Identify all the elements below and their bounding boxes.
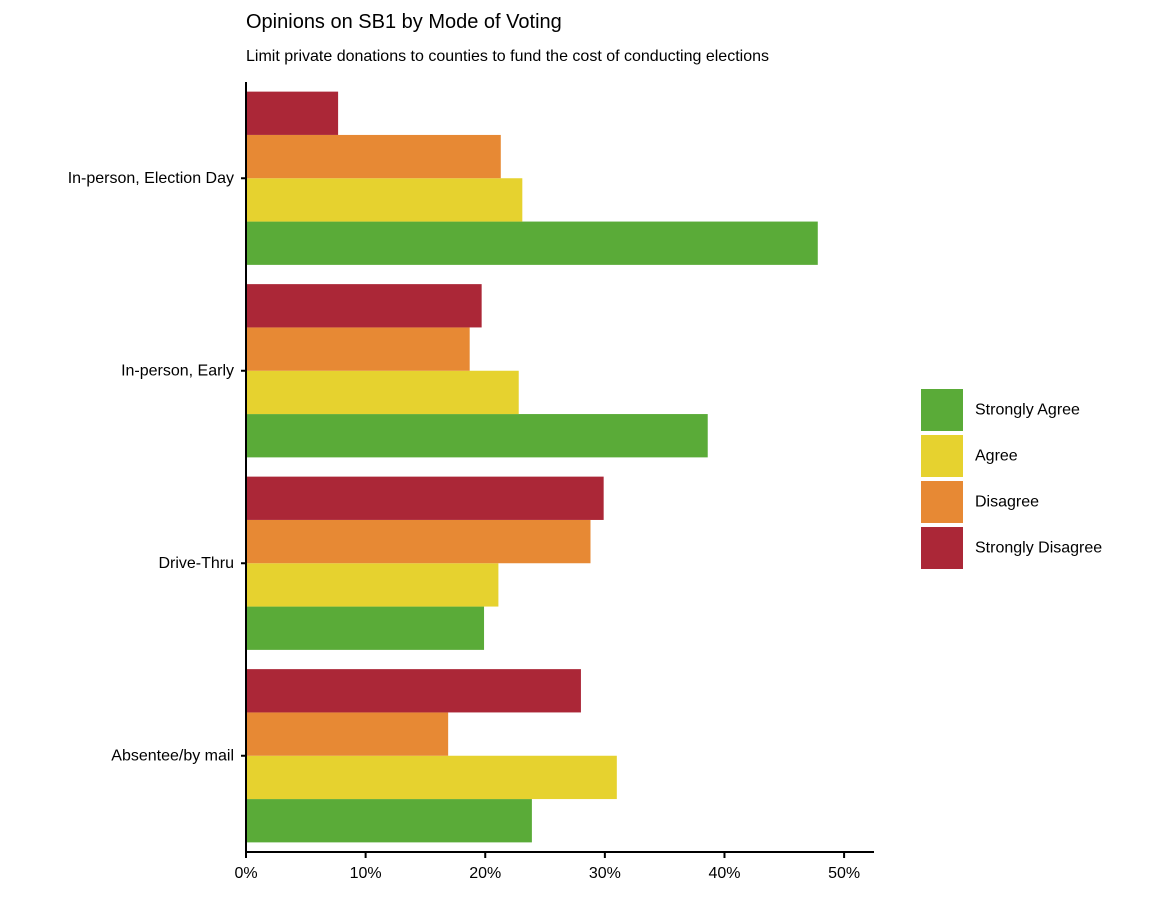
bar-absentee-by-mail-strongly-disagree: Absentee/by mail — Strongly Disagree: 28… bbox=[246, 669, 581, 713]
bar-absentee-by-mail-strongly-agree: Absentee/by mail — Strongly Agree: 23.9% bbox=[246, 799, 532, 843]
bar-drive-thru-strongly-disagree: Drive-Thru — Strongly Disagree: 29.9% bbox=[246, 476, 604, 520]
bar-absentee-by-mail-disagree: Absentee/by mail — Disagree: 16.9% bbox=[246, 712, 449, 756]
x-tick-label: 40% bbox=[708, 865, 740, 882]
y-tick-label: In-person, Early bbox=[121, 362, 234, 379]
legend-key-disagree bbox=[921, 481, 963, 523]
legend-label-strongly-disagree: Strongly Disagree bbox=[975, 540, 1102, 557]
bar-drive-thru-strongly-agree: Drive-Thru — Strongly Agree: 19.9% bbox=[246, 606, 485, 650]
x-tick-label: 50% bbox=[828, 865, 860, 882]
bar-absentee-by-mail-agree: Absentee/by mail — Agree: 31% bbox=[246, 755, 617, 800]
bar-in-person-election-day-strongly-disagree: In-person, Election Day — Strongly Disag… bbox=[246, 91, 339, 135]
legend-key-strongly-disagree bbox=[921, 527, 963, 569]
bar-drive-thru-disagree: Drive-Thru — Disagree: 28.8% bbox=[246, 519, 591, 564]
legend-key-agree bbox=[921, 435, 963, 477]
legend: Strongly Agree Agree Disagree Strongly Disa… bbox=[921, 389, 1102, 569]
legend-label-strongly-agree: Strongly Agree bbox=[975, 402, 1080, 419]
axes-layer: In-person, Election Day In-person, Early D… bbox=[68, 82, 874, 882]
legend-label-agree: Agree bbox=[975, 448, 1018, 465]
legend-key-strongly-agree bbox=[921, 389, 963, 431]
bar-in-person-early-agree: In-person, Early — Agree: 22.8% bbox=[246, 370, 519, 415]
chart-title: Opinions on SB1 by Mode of Voting bbox=[246, 11, 562, 33]
legend-label-disagree: Disagree bbox=[975, 494, 1039, 511]
y-tick-label: Drive-Thru bbox=[158, 555, 234, 572]
x-tick-label: 0% bbox=[234, 865, 257, 882]
chart-subtitle: Limit private donations to counties to f… bbox=[246, 48, 769, 65]
bar-in-person-early-disagree: In-person, Early — Disagree: 18.7% bbox=[246, 327, 470, 371]
bars-layer: In-person, Election Day — Strongly Agree… bbox=[246, 91, 818, 843]
y-tick-label: Absentee/by mail bbox=[111, 747, 234, 764]
bar-in-person-election-day-strongly-agree: In-person, Election Day — Strongly Agree… bbox=[246, 221, 818, 265]
bar-in-person-election-day-disagree: In-person, Election Day — Disagree: 21.3… bbox=[246, 134, 501, 179]
bar-in-person-election-day-agree: In-person, Election Day — Agree: 23.1% bbox=[246, 178, 523, 222]
x-tick-label: 10% bbox=[350, 865, 382, 882]
bar-in-person-early-strongly-disagree: In-person, Early — Strongly Disagree: 19… bbox=[246, 284, 482, 328]
x-tick-label: 30% bbox=[589, 865, 621, 882]
y-tick-label: In-person, Election Day bbox=[68, 170, 234, 187]
bar-in-person-early-strongly-agree: In-person, Early — Strongly Agree: 38.6% bbox=[246, 414, 708, 458]
bar-drive-thru-agree: Drive-Thru — Agree: 21.1% bbox=[246, 563, 499, 607]
x-tick-label: 20% bbox=[469, 865, 501, 882]
